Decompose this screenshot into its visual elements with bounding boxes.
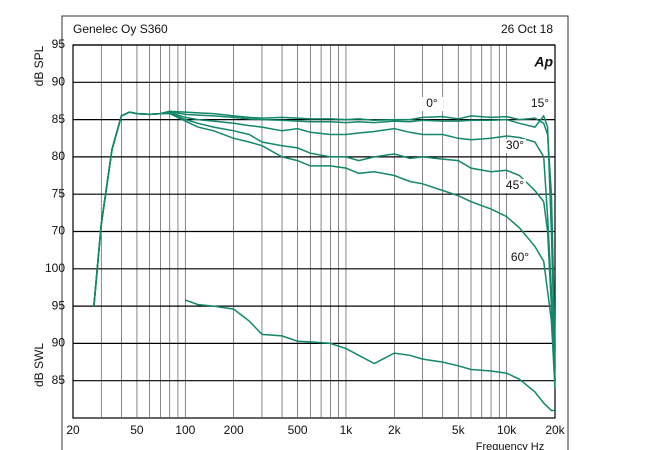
frame: [61, 15, 569, 450]
y-axis-label: dB SPL: [32, 45, 46, 86]
curve-label-bg: [509, 251, 531, 265]
chart-title: Genelec Oy S360: [73, 22, 168, 36]
curve-label: 15°: [531, 96, 549, 110]
y2-axis-label: dB SWL: [32, 343, 46, 387]
y-tick-label: 85: [52, 112, 66, 126]
x-tick-label: 100: [175, 423, 195, 437]
y2-tick-label: 85: [52, 373, 66, 387]
x-tick-label: 1k: [340, 423, 354, 437]
response-curve: [93, 111, 556, 389]
y-tick-label: 95: [52, 37, 66, 51]
y-tick-label: 90: [52, 74, 66, 88]
response-curve: [93, 111, 556, 381]
response-curve: [93, 110, 556, 344]
curve-label-bg: [529, 97, 551, 111]
curve-label-bg: [421, 97, 443, 111]
y2-tick-label: 90: [52, 336, 66, 350]
curve-label: 60°: [511, 250, 529, 264]
x-tick-label: 20k: [545, 423, 565, 437]
x-tick-label: 2k: [388, 423, 402, 437]
x-tick-label: 500: [288, 423, 308, 437]
curve-label: 45°: [506, 178, 524, 192]
response-curve: [185, 299, 555, 412]
x-axis-label: Frequency Hz: [476, 441, 544, 450]
y2-tick-label: 95: [52, 298, 66, 312]
logo: Ap: [533, 54, 553, 70]
response-curve: [93, 111, 556, 381]
curve-label: 30°: [506, 138, 524, 152]
x-tick-label: 50: [130, 423, 144, 437]
curve-label-bg: [504, 179, 526, 193]
x-tick-label: 20: [66, 423, 80, 437]
y2-tick-label: 100: [45, 261, 65, 275]
x-tick-label: 10k: [497, 423, 517, 437]
curve-label: 0°: [426, 96, 438, 110]
response-curve: [93, 110, 556, 366]
y-tick-label: 70: [52, 224, 66, 238]
curve-label-bg: [504, 139, 526, 153]
y-tick-label: 80: [52, 149, 66, 163]
x-tick-label: 5k: [452, 423, 466, 437]
y-tick-label: 75: [52, 186, 66, 200]
date: 26 Oct 18: [501, 22, 553, 36]
x-tick-label: 200: [224, 423, 244, 437]
